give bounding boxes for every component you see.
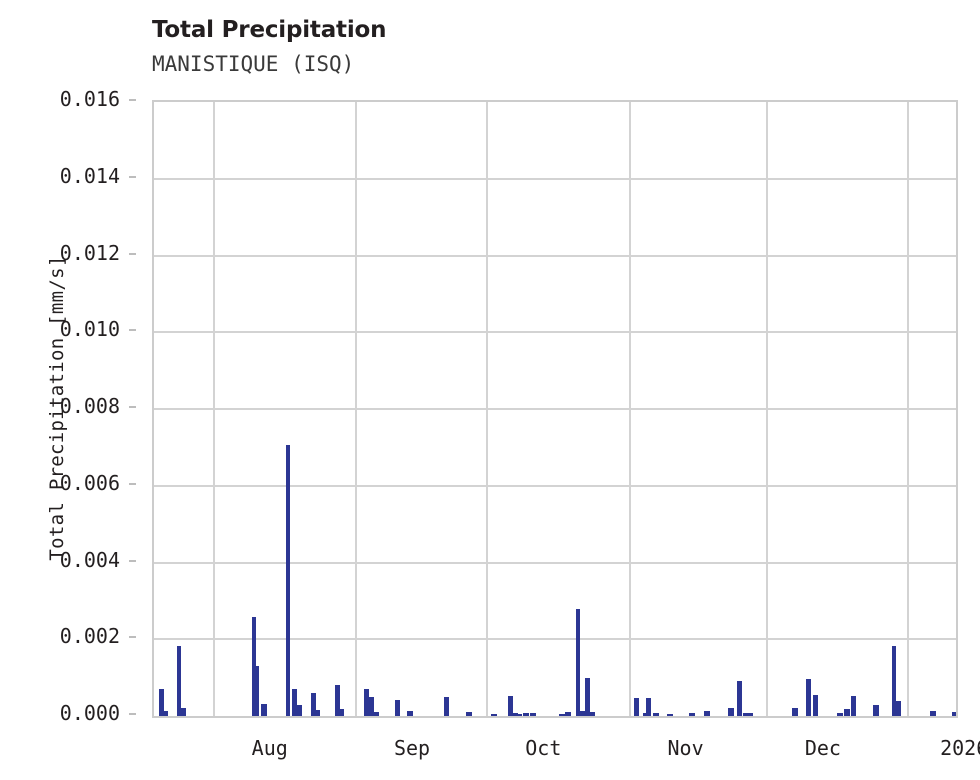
vertical-gridline	[486, 102, 488, 716]
bar	[584, 677, 590, 716]
y-tick-mark	[129, 252, 136, 255]
bar	[564, 712, 571, 716]
bar	[512, 712, 519, 716]
y-tick-label: 0.000	[59, 701, 120, 725]
bar	[372, 712, 379, 716]
bar	[394, 700, 400, 716]
horizontal-gridline	[154, 638, 956, 640]
bar	[895, 700, 902, 716]
y-tick-mark	[129, 636, 136, 639]
bar	[522, 712, 529, 716]
y-tick-mark	[129, 175, 136, 178]
bar	[158, 689, 164, 716]
bar	[646, 697, 652, 716]
y-tick-mark	[129, 99, 136, 101]
bar	[530, 713, 537, 716]
page-title: Total Precipitation	[152, 17, 387, 43]
y-tick-label: 0.010	[59, 317, 120, 342]
bar	[311, 692, 317, 716]
y-axis-ticks: 0.000 0.002 0.004 0.006 0.008 0.010 0.012 0.014…	[0, 87, 136, 725]
plot-area	[152, 100, 958, 718]
bar	[338, 709, 345, 716]
y-tick-mark	[129, 559, 136, 562]
bar	[579, 711, 586, 716]
horizontal-gridline	[154, 255, 956, 257]
horizontal-gridline	[154, 408, 956, 410]
x-tick-label: Nov	[667, 736, 704, 760]
bar	[162, 711, 169, 716]
bar	[490, 714, 497, 716]
bar	[314, 710, 321, 716]
vertical-gridline	[907, 102, 909, 716]
x-tick-label: Sep	[393, 736, 431, 760]
bar	[843, 708, 850, 716]
horizontal-gridline	[154, 485, 956, 487]
vertical-gridline	[629, 102, 631, 716]
bar	[575, 608, 580, 716]
x-tick-label: Dec	[804, 736, 841, 760]
bar	[515, 713, 522, 716]
horizontal-gridline	[154, 331, 956, 333]
vertical-gridline	[213, 102, 215, 716]
bar	[251, 617, 256, 716]
y-tick-mark	[129, 329, 136, 332]
vertical-gridline	[766, 102, 768, 716]
horizontal-gridline	[154, 562, 956, 564]
bar	[792, 707, 799, 716]
bar	[177, 645, 182, 716]
bar	[254, 665, 260, 716]
y-tick-mark	[129, 482, 136, 485]
y-tick-mark	[129, 713, 136, 715]
x-tick-label: Aug	[251, 736, 288, 760]
bar	[286, 445, 291, 716]
bar	[260, 704, 267, 716]
bar	[728, 708, 735, 716]
y-tick-label: 0.012	[59, 240, 120, 265]
x-tick-label: 2026	[940, 736, 980, 760]
bar	[652, 712, 659, 716]
bar	[368, 696, 374, 716]
chart-subtitle: MANISTIQUE (ISQ)	[152, 52, 355, 76]
y-tick-label: 0.002	[59, 624, 120, 649]
bar	[688, 712, 695, 716]
horizontal-gridline	[154, 178, 956, 180]
y-tick-mark	[129, 406, 136, 408]
bar	[891, 645, 896, 716]
bar	[737, 681, 743, 716]
bar	[291, 689, 297, 716]
bar	[589, 712, 596, 716]
bar	[743, 712, 750, 716]
bar	[335, 684, 341, 716]
y-tick-label: 0.008	[59, 394, 120, 418]
bar	[837, 712, 844, 716]
bar	[850, 696, 856, 716]
bar	[704, 711, 711, 716]
bar	[667, 713, 674, 716]
bar	[633, 697, 639, 716]
bar	[295, 705, 302, 716]
bar	[806, 679, 812, 716]
y-tick-label: 0.014	[59, 163, 120, 188]
y-tick-label: 0.016	[59, 87, 120, 111]
x-axis-ticks: Aug Sep Oct Nov Dec 2026	[152, 718, 980, 768]
bar	[929, 711, 936, 716]
vertical-gridline	[355, 102, 357, 716]
bar	[559, 714, 565, 716]
bar	[643, 712, 650, 716]
bar	[179, 708, 186, 716]
bar	[364, 689, 370, 716]
bar	[407, 711, 414, 716]
bar	[813, 694, 819, 716]
bar	[508, 696, 514, 716]
bar	[747, 713, 754, 716]
bar	[873, 704, 880, 716]
x-tick-label: Oct	[525, 736, 562, 760]
y-tick-label: 0.004	[59, 547, 120, 572]
bar	[951, 711, 956, 716]
bar	[443, 696, 449, 716]
y-tick-label: 0.006	[59, 470, 120, 495]
bar	[465, 711, 472, 716]
